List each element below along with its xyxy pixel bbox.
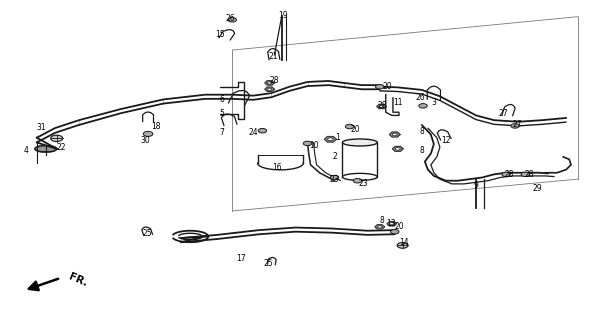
Text: 25: 25 (142, 229, 152, 238)
Polygon shape (387, 221, 397, 226)
Text: 26: 26 (226, 14, 235, 23)
Circle shape (228, 18, 236, 22)
Circle shape (353, 179, 362, 183)
Circle shape (396, 148, 400, 150)
Circle shape (376, 84, 384, 89)
Polygon shape (393, 146, 403, 151)
Text: 28: 28 (270, 76, 279, 85)
Text: FR.: FR. (67, 272, 89, 289)
Text: 8: 8 (420, 127, 424, 136)
Text: 6: 6 (219, 95, 224, 104)
Text: 20: 20 (382, 82, 392, 91)
Text: 23: 23 (358, 180, 368, 188)
Text: 27: 27 (512, 120, 522, 130)
Text: 20: 20 (394, 222, 404, 231)
Polygon shape (324, 137, 336, 142)
Text: 7: 7 (219, 128, 224, 137)
Circle shape (397, 243, 408, 248)
Text: 30: 30 (140, 136, 150, 145)
Text: 8: 8 (379, 216, 384, 225)
Text: 3: 3 (431, 98, 437, 107)
Circle shape (258, 128, 267, 133)
Text: 28: 28 (524, 170, 534, 179)
Text: 14: 14 (399, 238, 409, 247)
Polygon shape (35, 146, 57, 152)
Text: 8: 8 (420, 146, 424, 155)
Circle shape (511, 124, 519, 128)
Bar (343, 142, 377, 177)
Text: 16: 16 (273, 164, 282, 172)
Text: 4: 4 (24, 146, 28, 155)
Text: 28: 28 (378, 101, 388, 110)
Circle shape (390, 223, 394, 225)
Circle shape (393, 133, 397, 136)
Circle shape (521, 172, 529, 177)
Ellipse shape (343, 139, 377, 146)
Polygon shape (377, 104, 387, 109)
Text: 20: 20 (351, 125, 361, 134)
Text: 10: 10 (309, 141, 318, 150)
Text: 19: 19 (279, 11, 288, 20)
Text: 25: 25 (264, 259, 273, 268)
Text: 15: 15 (215, 30, 225, 39)
Text: 22: 22 (56, 143, 66, 152)
Text: 23: 23 (330, 175, 339, 184)
Circle shape (327, 138, 333, 141)
Text: 29: 29 (532, 184, 542, 193)
Text: 9: 9 (473, 181, 478, 190)
Text: 28: 28 (504, 170, 514, 179)
Text: 1: 1 (335, 133, 340, 142)
Text: 13: 13 (386, 219, 396, 228)
Circle shape (419, 104, 428, 108)
Circle shape (268, 82, 272, 84)
Circle shape (502, 172, 510, 177)
Ellipse shape (343, 173, 377, 180)
Text: 2: 2 (332, 152, 337, 161)
Text: 21: 21 (268, 52, 278, 61)
Text: 17: 17 (236, 254, 246, 263)
Circle shape (330, 175, 339, 180)
Circle shape (379, 105, 384, 108)
Polygon shape (390, 132, 400, 137)
Text: 18: 18 (151, 122, 160, 131)
Text: 31: 31 (36, 123, 46, 132)
Polygon shape (265, 87, 274, 92)
Circle shape (268, 88, 272, 91)
Circle shape (346, 124, 354, 129)
Polygon shape (375, 225, 385, 229)
Circle shape (377, 226, 382, 228)
Text: 5: 5 (219, 109, 224, 118)
Circle shape (51, 135, 63, 141)
Circle shape (391, 229, 399, 234)
Circle shape (303, 141, 312, 146)
Text: 11: 11 (393, 98, 403, 107)
Text: 24: 24 (248, 128, 258, 137)
Polygon shape (265, 81, 274, 85)
Text: 12: 12 (441, 136, 450, 145)
Text: 27: 27 (499, 109, 508, 118)
Circle shape (144, 131, 153, 136)
Text: 26: 26 (415, 93, 425, 102)
